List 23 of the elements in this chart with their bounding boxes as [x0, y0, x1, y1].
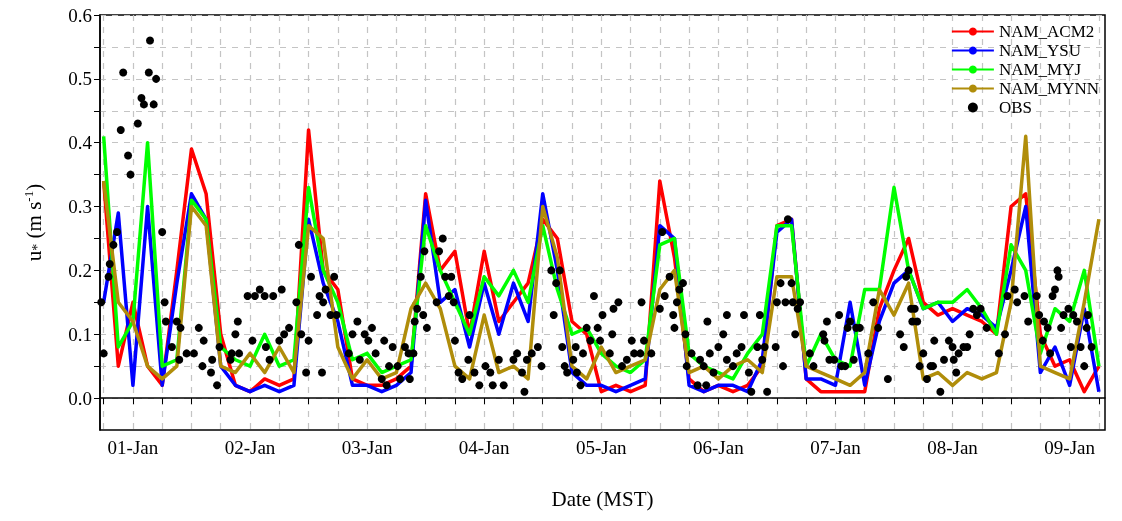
x-axis-title: Date (MST)	[551, 486, 654, 511]
x-tick-label: 02-Jan	[224, 437, 276, 458]
y-tick-label: 0.6	[68, 4, 92, 26]
legend-label: NAM_ACM2	[998, 22, 1095, 41]
x-tick-label: 08-Jan	[927, 437, 979, 458]
y-tick-label: 0.3	[68, 196, 92, 218]
y-tick-label: 0.5	[68, 68, 92, 90]
x-tick-label: 05-Jan	[575, 437, 628, 458]
y-tick-label: 0.2	[68, 259, 92, 281]
legend-label: NAM_YSU	[998, 41, 1082, 60]
x-tick-label: 03-Jan	[341, 437, 393, 458]
y-axis-title: u* (m s-1)	[21, 183, 46, 262]
x-tick-label: 04-Jan	[458, 437, 511, 458]
x-tick-label: 01-Jan	[107, 437, 159, 458]
legend-label: NAM_MYJ	[998, 60, 1082, 79]
y-tick-label: 0.0	[68, 387, 92, 409]
y-tick-label: 0.1	[68, 323, 92, 345]
x-tick-label: 09-Jan	[1044, 437, 1096, 458]
y-tick-label: 0.4	[68, 132, 93, 154]
legend-label: NAM_MYNN	[998, 79, 1100, 98]
x-tick-label: 06-Jan	[693, 437, 745, 458]
legend-label: OBS	[998, 98, 1032, 117]
x-tick-label: 07-Jan	[810, 437, 862, 458]
